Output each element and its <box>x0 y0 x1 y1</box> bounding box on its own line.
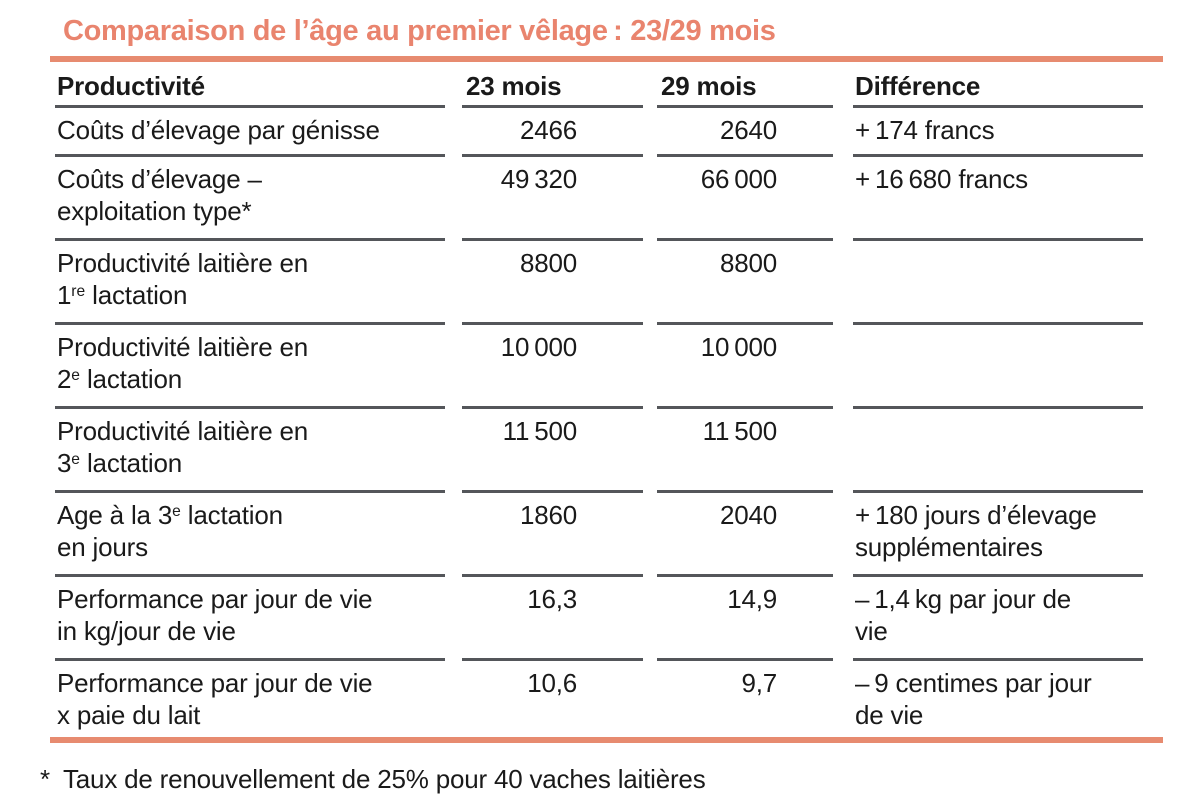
value-29-mois: 8800 <box>657 241 833 325</box>
value-23-mois: 10 000 <box>462 325 643 409</box>
value-29-mois: 11 500 <box>657 409 833 493</box>
value-29-mois: 2640 <box>657 108 833 157</box>
value-23-mois: 2466 <box>462 108 643 157</box>
column-header-productivite: Productivité <box>55 62 445 108</box>
column-header-difference: Différence <box>853 62 1143 108</box>
table-row: Productivité laitière en 3e lactation 11 5… <box>50 409 1143 493</box>
table-row: Coûts d’élevage – exploitation type* 49 32… <box>50 157 1143 241</box>
bottom-accent-rule <box>50 737 1163 743</box>
footnote-marker: * <box>40 764 50 794</box>
difference-cell <box>853 409 1143 493</box>
table-row: Coûts d’élevage par génisse 2466 2640 + 174… <box>50 108 1143 157</box>
difference-cell <box>853 325 1143 409</box>
column-header-29-mois: 29 mois <box>657 62 833 108</box>
row-label: Age à la 3e lactation en jours <box>55 493 445 577</box>
table-row: Age à la 3e lactation en jours 1860 2040 + 1… <box>50 493 1143 577</box>
top-accent-rule <box>50 56 1163 62</box>
row-label: Productivité laitière en 3e lactation <box>55 409 445 493</box>
value-29-mois: 14,9 <box>657 577 833 661</box>
difference-cell: + 16 680 francs <box>853 157 1143 241</box>
value-23-mois: 10,6 <box>527 668 577 698</box>
column-header-23-mois: 23 mois <box>462 62 643 108</box>
value-23-mois: 1860 <box>462 493 643 577</box>
row-label: Productivité laitière en 1re lactation <box>55 241 445 325</box>
difference-cell: – 9 centimes par jour de vie <box>855 668 1092 730</box>
difference-cell: + 174 francs <box>853 108 1143 157</box>
table-row: Productivité laitière en 2e lactation 10 0… <box>50 325 1143 409</box>
comparison-table: Productivité 23 mois 29 mois Différence … <box>50 62 1143 737</box>
value-29-mois: 66 000 <box>657 157 833 241</box>
row-label: Productivité laitière en 2e lactation <box>55 325 445 409</box>
difference-cell: – 1,4 kg par jour de vie <box>853 577 1143 661</box>
table-title: Comparaison de l’âge au premier vêlage :… <box>63 15 776 47</box>
table-row: Performance par jour de vie x paie du lai… <box>50 661 1143 737</box>
row-label: Performance par jour de vie x paie du lai… <box>57 668 373 730</box>
row-label: Performance par jour de vie in kg/jour de… <box>55 577 445 661</box>
value-29-mois: 9,7 <box>741 668 777 698</box>
value-29-mois: 2040 <box>657 493 833 577</box>
table-body: Coûts d’élevage par génisse 2466 2640 + 174… <box>50 108 1143 737</box>
value-23-mois: 49 320 <box>462 157 643 241</box>
value-23-mois: 16,3 <box>462 577 643 661</box>
footnote-text: Taux de renouvellement de 25% pour 40 va… <box>63 764 706 794</box>
table-row: Productivité laitière en 1re lactation 880… <box>50 241 1143 325</box>
value-29-mois: 10 000 <box>657 325 833 409</box>
value-23-mois: 11 500 <box>462 409 643 493</box>
table-row: Performance par jour de vie in kg/jour de… <box>50 577 1143 661</box>
difference-cell: + 180 jours d’élevage supplémentaires <box>853 493 1143 577</box>
row-label: Coûts d’élevage par génisse <box>55 108 445 157</box>
footnote: * Taux de renouvellement de 25% pour 40 … <box>40 763 1200 795</box>
table-header-row: Productivité 23 mois 29 mois Différence <box>50 62 1143 108</box>
row-label: Coûts d’élevage – exploitation type* <box>55 157 445 241</box>
difference-cell <box>853 241 1143 325</box>
value-23-mois: 8800 <box>462 241 643 325</box>
